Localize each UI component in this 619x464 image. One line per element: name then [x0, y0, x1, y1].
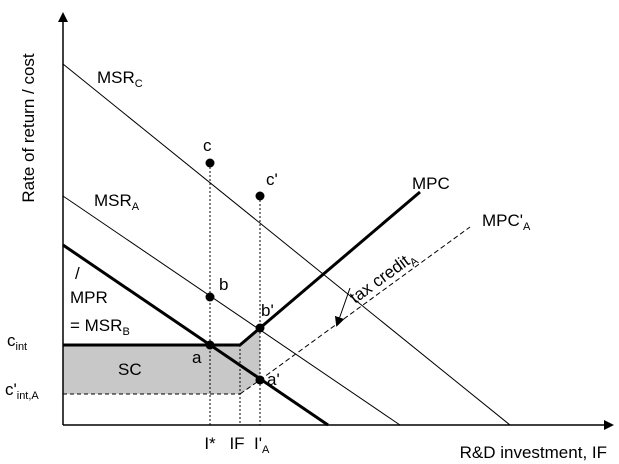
point-b-prime-label: b' [261, 301, 274, 320]
point-c [205, 158, 215, 168]
point-b [205, 292, 215, 302]
mpc-label: MPC [412, 174, 450, 193]
mpc-prime-a-label: MPC'A [482, 211, 531, 233]
msr-c-line [62, 63, 511, 426]
mpc-prime-a-line [239, 226, 471, 395]
x-axis-label: R&D investment, IF [460, 443, 607, 462]
c-int-a-label: c'int,A [5, 380, 39, 402]
point-a-label: a [192, 348, 202, 367]
point-c-prime [255, 191, 265, 201]
i-star-tick: I* [204, 434, 216, 453]
msr-a-line [62, 195, 401, 426]
point-b-prime [255, 323, 265, 333]
point-a [205, 340, 215, 350]
point-a-prime [255, 375, 265, 385]
if-tick: IF [229, 434, 244, 453]
point-c-label: c [203, 136, 212, 155]
y-axis-label: Rate of return / cost [19, 53, 38, 203]
tax-credit-label: tax creditA [346, 247, 421, 310]
mpr-line [62, 243, 329, 427]
point-c-prime-label: c' [266, 170, 278, 189]
point-b-label: b [219, 275, 228, 294]
msr-a-label: MSRA [94, 191, 140, 213]
tax-credit-arrow [334, 287, 351, 327]
point-a-prime-label: a' [267, 370, 280, 389]
i-prime-a-tick: I'A [254, 434, 270, 456]
msr-c-label: MSRC [97, 68, 143, 90]
msr-b-label: = MSRB [70, 316, 130, 338]
mpr-label: MPR [70, 288, 108, 307]
sc-label: SC [118, 360, 142, 379]
shaded-area-sc [63, 328, 260, 394]
c-int-label: cint [7, 331, 27, 353]
mpr-slash: / [75, 264, 80, 283]
